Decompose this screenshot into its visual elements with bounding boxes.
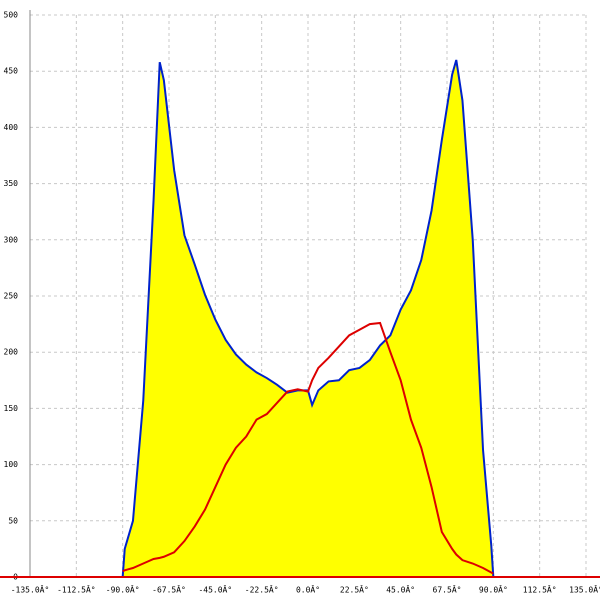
y-tick-label: 250 (4, 292, 19, 301)
y-tick-label: 150 (4, 404, 19, 413)
x-tick-label: -67.5Â° (152, 584, 186, 595)
y-tick-label: 50 (8, 516, 18, 525)
x-tick-label: 90.0Â° (479, 584, 508, 595)
line (122, 321, 494, 575)
x-tick-label: -22.5Â° (245, 584, 279, 595)
x-tick-label: 45.0Â° (386, 584, 415, 595)
y-tick-label: 100 (4, 460, 19, 469)
area-line (121, 59, 495, 578)
x-tick-label: 135.0Â° (569, 584, 600, 595)
y-tick-label: 500 (4, 11, 19, 20)
x-tick-label: -135.0Â° (11, 584, 50, 595)
x-tick-label: -45.0Â° (198, 584, 232, 595)
x-tick-label: 67.5Â° (433, 584, 462, 595)
y-tick-label: 300 (4, 235, 19, 244)
x-tick-label: -90.0Â° (106, 584, 140, 595)
y-tick-label: 350 (4, 179, 19, 188)
y-tick-label: 450 (4, 67, 19, 76)
x-tick-label: -112.5Â° (57, 584, 96, 595)
area-fill (122, 59, 494, 577)
x-tick-label: 112.5Â° (523, 584, 557, 595)
x-tick-label: 22.5Â° (340, 584, 369, 595)
y-tick-label: 400 (4, 123, 19, 132)
x-tick-label: 0.0Â° (296, 584, 320, 595)
y-tick-label: 200 (4, 348, 19, 357)
